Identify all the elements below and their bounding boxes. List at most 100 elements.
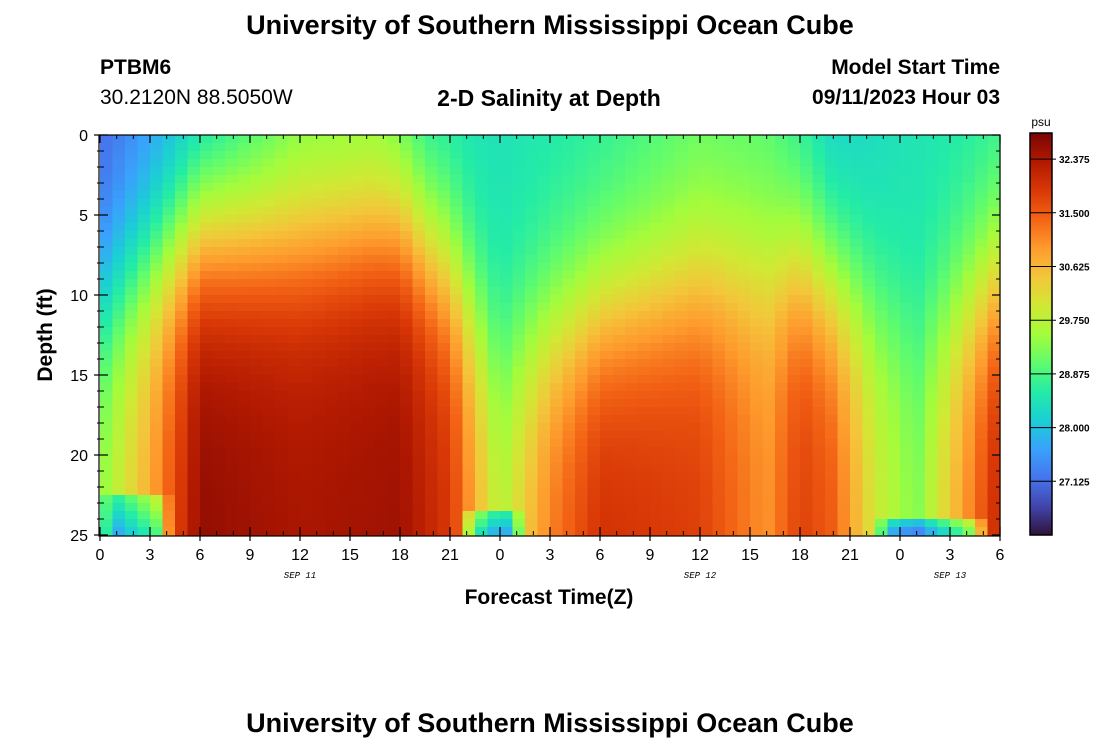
heatmap-cell — [125, 447, 139, 456]
heatmap-cell — [687, 439, 701, 448]
heatmap-cell — [675, 447, 689, 456]
heatmap-cell — [650, 295, 664, 304]
heatmap-cell — [225, 247, 239, 256]
heatmap-cell — [700, 415, 714, 424]
heatmap-cell — [725, 303, 739, 312]
heatmap-cell — [962, 399, 976, 408]
heatmap-cell — [737, 511, 751, 520]
heatmap-cell — [437, 367, 451, 376]
heatmap-cell — [237, 303, 251, 312]
heatmap-cell — [587, 439, 601, 448]
heatmap-cell — [137, 247, 151, 256]
heatmap-cell — [987, 487, 1001, 496]
heatmap-cell — [750, 519, 764, 528]
heatmap-cell — [950, 367, 964, 376]
heatmap-cell — [837, 407, 851, 416]
heatmap-cell — [162, 359, 176, 368]
heatmap-cell — [700, 199, 714, 208]
heatmap-cell — [962, 351, 976, 360]
heatmap-cell — [412, 335, 426, 344]
heatmap-cell — [125, 239, 139, 248]
heatmap-cell — [962, 223, 976, 232]
heatmap-cell — [237, 375, 251, 384]
heatmap-cell — [900, 351, 914, 360]
heatmap-cell — [975, 391, 989, 400]
heatmap-cell — [200, 215, 214, 224]
heatmap-cell — [750, 495, 764, 504]
heatmap-cell — [837, 487, 851, 496]
heatmap-cell — [887, 415, 901, 424]
heatmap-cell — [750, 423, 764, 432]
heatmap-cell — [912, 447, 926, 456]
y-tick-label: 5 — [79, 208, 88, 225]
heatmap-cell — [312, 255, 326, 264]
x-tick-label: 0 — [496, 547, 505, 564]
heatmap-cell — [462, 255, 476, 264]
heatmap-cell — [812, 383, 826, 392]
heatmap-cell — [562, 255, 576, 264]
heatmap-cell — [250, 215, 264, 224]
heatmap-cell — [837, 471, 851, 480]
heatmap-cell — [162, 527, 176, 536]
heatmap-cell — [575, 487, 589, 496]
heatmap-cell — [300, 239, 314, 248]
heatmap-cell — [187, 391, 201, 400]
heatmap-cell — [325, 527, 339, 536]
heatmap-cell — [600, 215, 614, 224]
heatmap-cell — [987, 495, 1001, 504]
heatmap-cell — [637, 327, 651, 336]
heatmap-cell — [912, 343, 926, 352]
heatmap-cell — [762, 439, 776, 448]
heatmap-cell — [987, 527, 1001, 536]
heatmap-cell — [375, 183, 389, 192]
heatmap-cell — [500, 319, 514, 328]
heatmap-cell — [637, 447, 651, 456]
heatmap-cell — [912, 527, 926, 536]
heatmap-cell — [887, 407, 901, 416]
heatmap-cell — [900, 223, 914, 232]
heatmap-cell — [687, 183, 701, 192]
heatmap-cell — [350, 255, 364, 264]
heatmap-cell — [475, 231, 489, 240]
heatmap-cell — [400, 159, 414, 168]
heatmap-cell — [812, 239, 826, 248]
heatmap-cell — [687, 447, 701, 456]
heatmap-cell — [550, 527, 564, 536]
heatmap-cell — [937, 167, 951, 176]
heatmap-cell — [875, 335, 889, 344]
heatmap-cell — [350, 207, 364, 216]
heatmap-cell — [187, 439, 201, 448]
heatmap-cell — [525, 263, 539, 272]
heatmap-cell — [775, 143, 789, 152]
heatmap-cell — [762, 415, 776, 424]
heatmap-cell — [487, 447, 501, 456]
heatmap-cell — [487, 495, 501, 504]
heatmap-cell — [312, 207, 326, 216]
heatmap-cell — [200, 319, 214, 328]
heatmap-cell — [337, 151, 351, 160]
heatmap-cell — [400, 367, 414, 376]
heatmap-cell — [387, 335, 401, 344]
heatmap-cell — [712, 143, 726, 152]
heatmap-cell — [850, 215, 864, 224]
heatmap-cell — [325, 287, 339, 296]
heatmap-cell — [112, 215, 126, 224]
heatmap-cell — [362, 167, 376, 176]
heatmap-cell — [550, 231, 564, 240]
heatmap-cell — [712, 207, 726, 216]
heatmap-cell — [525, 511, 539, 520]
heatmap-cell — [287, 519, 301, 528]
heatmap-cell — [912, 327, 926, 336]
heatmap-cell — [262, 503, 276, 512]
heatmap-cell — [900, 343, 914, 352]
heatmap-cell — [787, 463, 801, 472]
heatmap-cell — [487, 423, 501, 432]
heatmap-cell — [250, 439, 264, 448]
heatmap-cell — [550, 367, 564, 376]
heatmap-cell — [775, 159, 789, 168]
heatmap-cell — [350, 423, 364, 432]
heatmap-cell — [925, 231, 939, 240]
heatmap-cell — [200, 247, 214, 256]
heatmap-cell — [987, 375, 1001, 384]
heatmap-cell — [537, 335, 551, 344]
